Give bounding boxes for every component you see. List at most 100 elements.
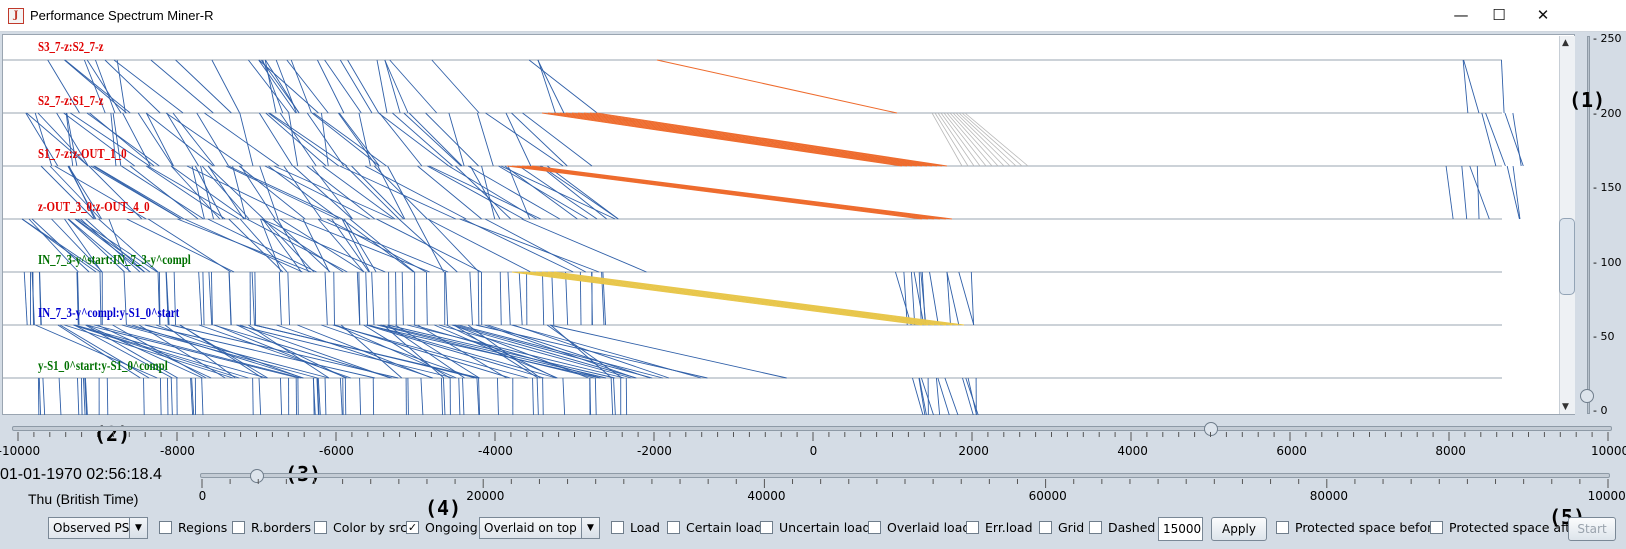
spectrum-line	[553, 112, 913, 167]
protected-before-checkbox[interactable]	[1276, 521, 1289, 534]
spectrum-line	[225, 165, 338, 220]
spectrum-line	[58, 377, 62, 415]
spectrum-line	[625, 377, 628, 415]
spectrum-line	[40, 165, 95, 220]
start-button[interactable]: Start	[1568, 517, 1616, 541]
spectrum-line	[207, 218, 317, 273]
spectrum-line	[895, 271, 912, 326]
spectrum-line	[952, 112, 1005, 167]
maximize-button[interactable]: ☐	[1492, 6, 1506, 24]
scroll-down-icon[interactable]: ▼	[1562, 402, 1569, 412]
spectrum-line	[334, 324, 457, 379]
spectrum-line	[77, 377, 80, 415]
spectrum-line	[35, 324, 158, 379]
spectrum-line	[462, 218, 574, 273]
spectrum-line	[77, 271, 80, 326]
spectrum-line	[376, 218, 482, 273]
max-value-input[interactable]: 15000	[1158, 517, 1203, 541]
position-slider[interactable]	[200, 473, 1610, 478]
protected-after-checkbox[interactable]	[1430, 521, 1443, 534]
spectrum-line	[126, 218, 235, 273]
overlaid-load-checkbox[interactable]	[868, 521, 881, 534]
minimize-button[interactable]: —	[1453, 6, 1469, 24]
axis-tick-label: -10000	[0, 444, 41, 458]
spectrum-line	[656, 59, 898, 114]
certain-load-checkbox[interactable]	[667, 521, 680, 534]
dashed-checkbox[interactable]	[1089, 521, 1102, 534]
right-axis-tick: - 150	[1593, 181, 1622, 194]
spectrum-line	[387, 324, 615, 379]
spectrum-line	[516, 165, 935, 220]
color-by-src-checkbox[interactable]	[314, 521, 327, 534]
load-checkbox[interactable]	[611, 521, 624, 534]
spectrum-line	[940, 112, 981, 167]
spectrum-line	[484, 324, 636, 379]
spectrum-line	[239, 218, 288, 273]
spectrum-line	[334, 324, 511, 379]
segment-label: z-OUT_3_0:z-OUT_4_0	[38, 200, 150, 215]
apply-button[interactable]: Apply	[1211, 517, 1267, 541]
spectrum-line	[910, 271, 916, 326]
regions-checkbox[interactable]	[159, 521, 172, 534]
axis-tick-label: -4000	[478, 444, 513, 458]
close-button[interactable]: ✕	[1536, 6, 1550, 24]
spectrum-line	[944, 377, 959, 415]
spectrum-line	[37, 377, 40, 415]
spectrum-line	[565, 112, 923, 167]
spectrum-line	[316, 377, 319, 415]
spectrum-line	[170, 377, 173, 415]
err-load-checkbox[interactable]	[966, 521, 979, 534]
spectrum-line	[1504, 112, 1524, 167]
spectrum-line	[918, 271, 922, 326]
chevron-down-icon[interactable]: ▼	[581, 518, 599, 538]
spectrum-line	[443, 377, 446, 415]
spectrum-line	[383, 324, 445, 379]
spectrum-line	[313, 112, 387, 167]
spectrum-line	[541, 112, 903, 167]
spectrum-line	[431, 59, 480, 114]
scroll-up-icon[interactable]: ▲	[1562, 38, 1569, 48]
spectrum-line	[359, 377, 362, 415]
spectrum-line	[349, 218, 415, 273]
spectrum-line	[946, 271, 951, 326]
uncertain-load-checkbox[interactable]	[760, 521, 773, 534]
spectrum-line	[511, 165, 929, 220]
spectrum-line	[937, 112, 975, 167]
spectrum-line	[258, 59, 297, 114]
spectrum-line	[517, 271, 929, 326]
vertical-zoom-slider[interactable]	[1587, 36, 1590, 414]
spectrum-line	[1500, 59, 1505, 114]
chevron-down-icon[interactable]: ▼	[129, 518, 147, 538]
spectrum-line	[228, 271, 232, 326]
spectrum-line	[201, 165, 250, 220]
vertical-scroll-thumb[interactable]	[1559, 218, 1575, 295]
spectrum-line	[448, 112, 465, 167]
axis-tick-label: -8000	[160, 444, 195, 458]
spectrum-line	[511, 271, 923, 326]
spectrum-line	[920, 271, 927, 326]
spectrum-line	[95, 59, 116, 114]
spectrum-line	[469, 271, 473, 326]
spectrum-line	[542, 377, 544, 415]
spectrum-line	[535, 271, 947, 326]
spectrum-line	[54, 165, 147, 220]
spectrum-line	[958, 271, 975, 326]
spectrum-line	[425, 112, 479, 167]
grid-checkbox[interactable]	[1039, 521, 1052, 534]
position-knob[interactable]	[250, 469, 265, 483]
overlay-mode-select[interactable]: Overlaid on top ▼	[479, 517, 600, 539]
spectrum-line	[232, 165, 247, 220]
spectrum-line	[403, 112, 462, 167]
time-window-slider[interactable]	[12, 426, 1612, 431]
spectrum-line	[395, 271, 397, 326]
spectrum-line	[70, 112, 150, 167]
spectrum-line	[1481, 112, 1497, 167]
r-borders-checkbox[interactable]	[232, 521, 245, 534]
spectrum-line	[577, 112, 933, 167]
ongoing-checkbox[interactable]: ✓	[406, 521, 419, 534]
right-axis-tick: - 250	[1593, 32, 1622, 45]
spectrum-line	[912, 377, 924, 415]
spectrum-line	[532, 377, 534, 415]
vertical-zoom-knob[interactable]	[1580, 389, 1594, 403]
mode-select[interactable]: Observed PS ▼	[48, 517, 148, 539]
